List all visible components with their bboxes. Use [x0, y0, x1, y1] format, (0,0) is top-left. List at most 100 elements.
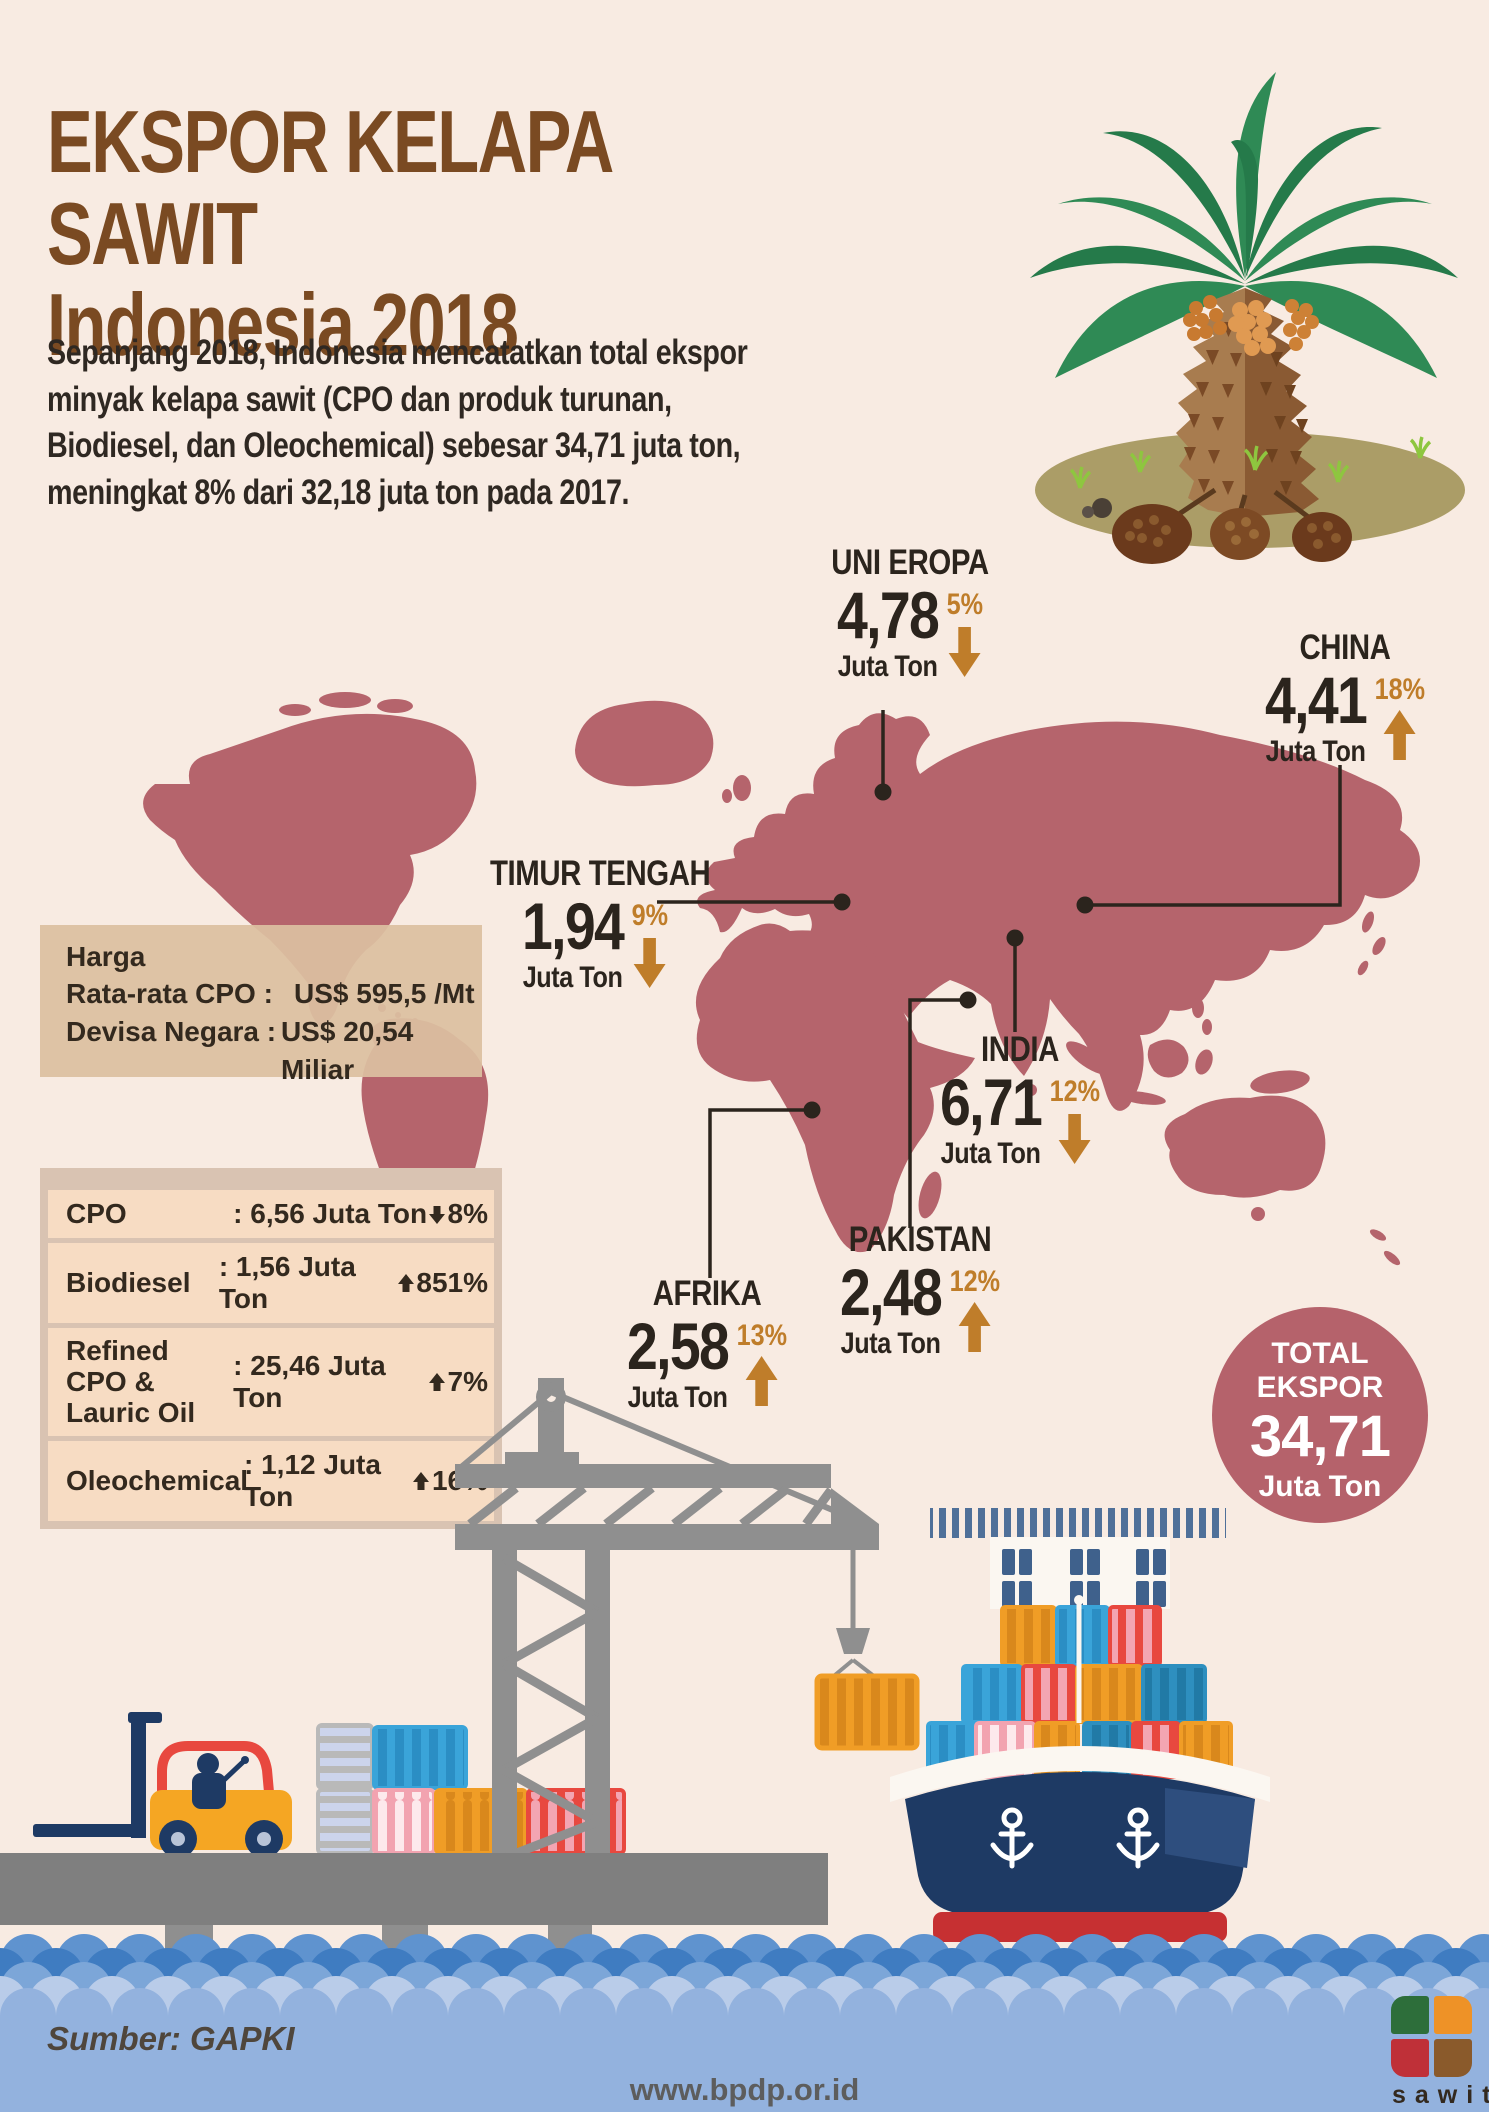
sawit-logo-text: sawit	[1392, 2081, 1489, 2109]
total-value: 34,71	[1249, 1404, 1391, 1470]
total-label-2: EKSPOR	[1256, 1370, 1384, 1404]
trend-arrow-icon	[1384, 710, 1416, 762]
product-label: Refined CPO & Lauric Oil	[66, 1335, 196, 1428]
price-value: US$ 595,5 /Mt	[294, 978, 475, 1009]
callout-timur-tengah: TIMUR TENGAH 1,94 Juta Ton 9%	[490, 854, 711, 995]
region-value: 4,41	[1264, 662, 1368, 737]
region-pct: 12%	[1049, 1074, 1101, 1108]
region-label: CHINA	[1299, 628, 1391, 667]
product-pct: 7%	[447, 1366, 488, 1398]
continent-north-america	[143, 713, 477, 1026]
continent-africa	[695, 923, 975, 1253]
page-title-line1: EKSPOR KELAPA SAWIT	[47, 92, 612, 283]
region-value: 1,94	[521, 888, 625, 963]
cargo-ship	[890, 1508, 1270, 1942]
region-pct: 18%	[1374, 672, 1426, 706]
connector-afrika	[708, 1108, 812, 1278]
forklift	[33, 1712, 292, 1858]
region-label: PAKISTAN	[848, 1220, 992, 1259]
anchor-icon	[1116, 1807, 1160, 1869]
map-dots	[803, 783, 1094, 1119]
trend-arrow-icon	[949, 625, 981, 677]
region-pct: 5%	[946, 587, 984, 621]
price-box-title: Harga	[66, 941, 146, 972]
product-label: Biodiesel	[66, 1266, 191, 1298]
website-link[interactable]: www.bpdp.or.id	[629, 2072, 860, 2107]
region-unit: Juta Ton	[840, 1327, 941, 1361]
continent-australia	[1164, 1095, 1326, 1198]
world-map	[143, 692, 1421, 1297]
palm-trunk	[1176, 288, 1319, 517]
intro-paragraph: Sepanjang 2018, Indonesia mencatatkan to…	[47, 333, 748, 512]
palm-fruit-clusters	[1183, 295, 1319, 356]
region-label: UNI EROPA	[831, 543, 989, 582]
ship-gunwale	[890, 1746, 1270, 1802]
ship-railing	[930, 1508, 1226, 1538]
price-row: Devisa Negara : US$ 20,54 Miliar	[66, 1013, 482, 1089]
callout-pakistan: PAKISTAN 2,48 Juta Ton 12%	[815, 1220, 1025, 1361]
ship-windows	[1002, 1549, 1166, 1607]
product-label: Oleochemical	[66, 1464, 249, 1496]
region-pct: 9%	[631, 898, 669, 932]
product-pct: 8%	[447, 1198, 488, 1229]
connector-pakistan	[908, 998, 968, 1228]
palm-tree-illustration	[1030, 72, 1465, 564]
price-label: Devisa Negara :	[66, 1015, 277, 1047]
region-value: 4,78	[836, 577, 940, 652]
continents	[143, 692, 1421, 1297]
region-unit: Juta Ton	[627, 1381, 728, 1415]
callout-india: INDIA 6,71 Juta Ton 12%	[915, 1030, 1125, 1171]
region-unit: Juta Ton	[522, 961, 623, 995]
callout-afrika: AFRIKA 2,58 Juta Ton 13%	[602, 1274, 812, 1415]
table-row: Oleochemical : 1,12 Juta Ton 16%	[48, 1441, 494, 1522]
price-box: Harga Rata-rata CPO : US$ 595,5 /Mt Devi…	[40, 925, 482, 1085]
region-pct: 12%	[949, 1264, 1001, 1298]
region-label: TIMUR TENGAH	[490, 854, 711, 893]
product-table: CPO : 6,56 Juta Ton 8% Biodiesel : 1,56 …	[40, 1168, 502, 1530]
port-scene	[0, 1378, 1270, 1977]
callout-uni-eropa: UNI EROPA 4,78 Juta Ton 5%	[805, 543, 1015, 684]
hanging-container	[814, 1673, 920, 1751]
trend-arrow-icon	[397, 1274, 414, 1293]
product-value: : 1,56 Juta Ton	[218, 1251, 356, 1314]
price-value: US$ 20,54 Miliar	[280, 1015, 414, 1085]
trend-arrow-icon	[429, 1205, 446, 1224]
anchor-icon	[990, 1807, 1034, 1869]
continent-south-america	[361, 1018, 489, 1297]
table-row: Refined CPO & Lauric Oil : 25,46 Juta To…	[48, 1328, 494, 1437]
ship-keel	[933, 1912, 1227, 1942]
region-label: INDIA	[981, 1030, 1059, 1069]
product-value: : 1,12 Juta Ton	[244, 1449, 381, 1513]
palm-fronds	[1030, 72, 1458, 378]
trend-arrow-icon	[1059, 1112, 1091, 1164]
region-value: 6,71	[939, 1064, 1043, 1139]
harbor-crane	[455, 1378, 881, 1863]
map-connectors	[657, 710, 1342, 1278]
region-unit: Juta Ton	[1265, 735, 1366, 769]
ship-hull-highlight	[1165, 1788, 1255, 1868]
fallen-fruit-bunches	[1082, 487, 1352, 564]
region-value: 2,58	[626, 1308, 730, 1383]
product-value: : 25,46 Juta Ton	[233, 1350, 386, 1414]
table-row: Biodiesel : 1,56 Juta Ton 851%	[48, 1243, 494, 1323]
total-label-1: TOTAL	[1271, 1337, 1369, 1370]
product-label: CPO	[66, 1197, 127, 1229]
grass-tufts	[1069, 436, 1432, 489]
connector-china	[1085, 765, 1342, 907]
product-value: : 6,56 Juta Ton	[233, 1198, 428, 1229]
region-label: AFRIKA	[652, 1274, 762, 1313]
page-title-line2: Indonesia 2018	[47, 275, 519, 375]
trend-arrow-icon	[634, 936, 666, 988]
region-unit: Juta Ton	[940, 1137, 1041, 1171]
region-value: 2,48	[839, 1254, 943, 1329]
product-pct: 851%	[416, 1267, 488, 1298]
price-row: Rata-rata CPO : US$ 595,5 /Mt	[66, 975, 482, 1013]
continent-greenland	[575, 700, 714, 787]
region-unit: Juta Ton	[837, 650, 938, 684]
source-credit: Sumber: GAPKI	[47, 2020, 295, 2057]
sawit-logo: sawit	[1386, 1996, 1489, 2110]
callout-china: CHINA 4,41 Juta Ton 18%	[1240, 628, 1450, 769]
total-unit: Juta Ton	[1258, 1470, 1382, 1504]
dock-platform	[0, 1853, 828, 1925]
